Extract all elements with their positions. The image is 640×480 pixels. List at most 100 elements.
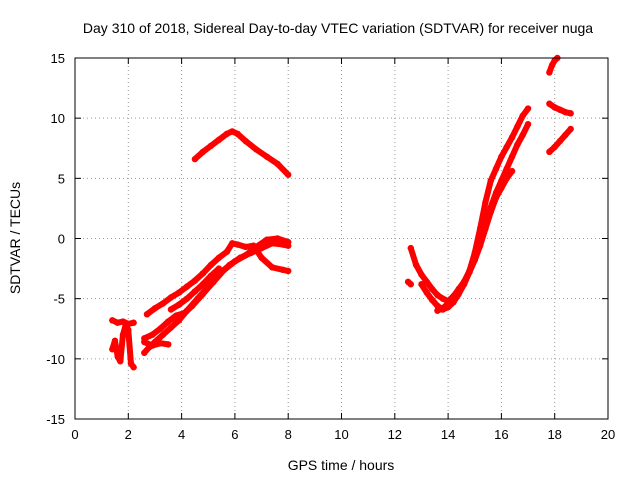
data-point [492,194,500,201]
data-point [434,291,441,299]
data-point [253,146,260,153]
data-point [503,175,510,182]
data-point [242,243,249,251]
data-point [466,268,473,276]
data-point [423,289,430,296]
data-point [183,295,191,302]
data-point [125,326,132,334]
data-point [242,137,249,145]
data-point [149,331,156,338]
data-point [215,254,223,261]
data-point [455,285,462,293]
data-point [476,242,484,249]
data-point [250,242,257,249]
x-tick-label: 4 [178,427,185,442]
data-point [519,112,526,119]
series-arc-15 [404,278,414,288]
y-tick-label: 15 [51,51,65,66]
data-point [418,281,425,288]
data-point [175,317,183,324]
data-point [487,177,494,184]
data-point [149,342,156,349]
data-point [114,353,121,360]
data-point [231,258,239,265]
data-point [109,346,116,353]
series-arc-11 [434,167,516,314]
data-point [269,264,276,271]
data-point [159,300,167,307]
data-point [514,123,521,130]
data-point [439,295,446,302]
data-point [167,294,175,301]
data-point [191,277,199,284]
data-point [460,278,468,286]
data-point [471,256,478,264]
data-point [519,131,526,139]
data-point [114,319,121,326]
data-point [130,364,137,371]
data-point [125,320,132,328]
data-point [207,261,215,269]
data-point [191,155,199,163]
data-point [546,148,553,156]
data-point [207,272,215,280]
series-arc-10 [418,120,532,313]
y-tick-label: -5 [53,292,65,307]
data-point [183,283,191,290]
data-point [229,128,236,135]
data-point [439,305,446,312]
data-point [199,148,207,156]
data-point [551,143,558,151]
data-point [258,254,265,261]
data-point [223,130,231,138]
series-line [418,121,532,313]
series-arc-3 [109,317,137,328]
data-point [207,142,215,150]
data-point [111,337,119,344]
series-line [141,338,172,349]
series-arc-7 [141,338,172,349]
data-points [109,54,574,371]
data-point [274,235,281,242]
data-point [562,108,569,116]
series-arc-2 [109,321,137,371]
series-line [191,128,292,178]
x-axis-label: GPS time / hours [288,457,395,473]
x-tick-label: 18 [547,427,561,442]
data-point [498,153,505,160]
data-point [482,225,489,233]
y-tick-label: -10 [46,352,65,367]
data-point [418,271,425,278]
series-arc-1 [191,128,292,178]
data-point [428,296,436,304]
x-tick-label: 8 [285,427,292,442]
data-point [159,331,167,338]
data-point [567,125,574,133]
data-point [119,331,127,338]
data-point [221,266,228,273]
data-point [285,267,292,275]
y-axis-label: SDTVAR / TECUs [7,182,23,294]
data-point [234,130,241,138]
data-point [503,165,510,172]
data-point [234,241,241,248]
data-point [223,248,231,255]
data-point [508,167,516,175]
data-point [263,153,271,160]
series-arc-12 [546,54,561,76]
y-tick-label: 5 [58,171,65,186]
series-arc-6 [143,240,292,318]
data-point [492,165,500,172]
data-point [548,62,556,69]
data-point [412,261,420,269]
data-point [117,358,124,365]
data-point [167,306,175,313]
data-point [119,318,127,325]
data-point [215,265,223,272]
data-point [175,289,183,296]
data-point [189,302,196,310]
data-point [143,311,151,318]
x-tick-label: 12 [388,427,402,442]
x-tick-label: 10 [334,427,348,442]
data-point [423,278,430,286]
